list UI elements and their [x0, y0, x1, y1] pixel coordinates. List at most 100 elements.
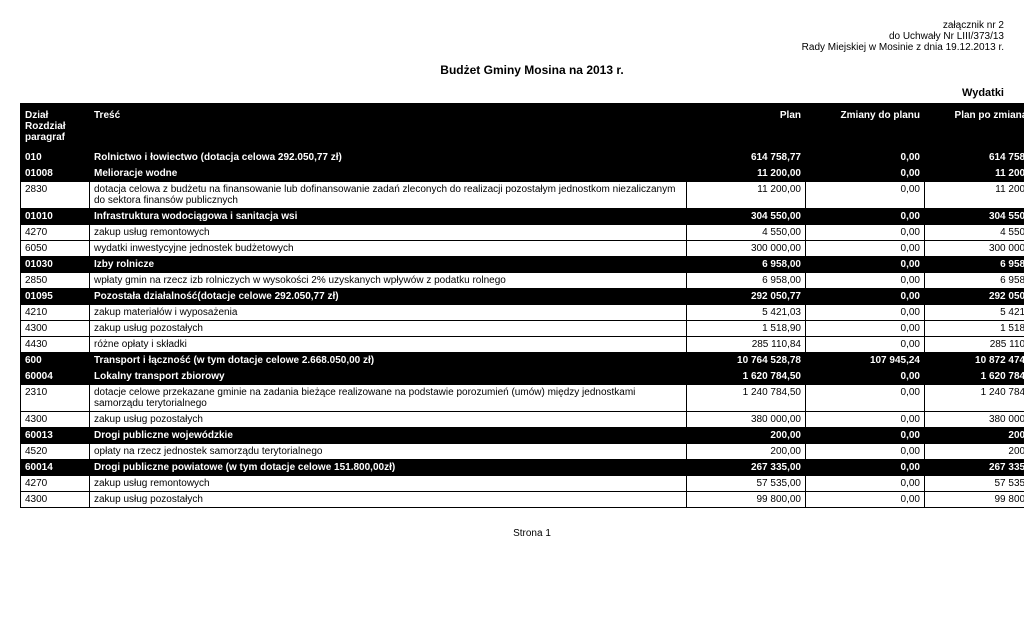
- cell-zmiany: 0,00: [806, 257, 925, 273]
- cell-po: 4 550,00: [925, 225, 1024, 241]
- cell-po: 200,00: [925, 428, 1024, 444]
- cell-desc: Melioracje wodne: [90, 166, 687, 182]
- table-row: 4210zakup materiałów i wyposażenia5 421,…: [21, 305, 1024, 321]
- cell-plan: 57 535,00: [687, 476, 806, 492]
- cell-desc: zakup usług pozostałych: [90, 412, 687, 428]
- page-subtitle: Wydatki: [20, 87, 1024, 99]
- cell-po: 200,00: [925, 444, 1024, 460]
- cell-code: 60014: [21, 460, 90, 476]
- table-row: 4270zakup usług remontowych57 535,000,00…: [21, 476, 1024, 492]
- cell-po: 304 550,00: [925, 209, 1024, 225]
- cell-plan: 200,00: [687, 444, 806, 460]
- cell-desc: Pozostała działalność(dotacje celowe 292…: [90, 289, 687, 305]
- cell-plan: 6 958,00: [687, 273, 806, 289]
- table-row: 2850wpłaty gmin na rzecz izb rolniczych …: [21, 273, 1024, 289]
- cell-code: 4430: [21, 337, 90, 353]
- cell-plan: 10 764 528,78: [687, 353, 806, 369]
- table-row: 60004Lokalny transport zbiorowy1 620 784…: [21, 369, 1024, 385]
- cell-code: 2830: [21, 182, 90, 209]
- cell-plan: 285 110,84: [687, 337, 806, 353]
- cell-zmiany: 0,00: [806, 209, 925, 225]
- cell-zmiany: 0,00: [806, 337, 925, 353]
- cell-code: 6050: [21, 241, 90, 257]
- cell-code: 2850: [21, 273, 90, 289]
- cell-po: 6 958,00: [925, 257, 1024, 273]
- cell-po: 285 110,84: [925, 337, 1024, 353]
- cell-plan: 99 800,00: [687, 492, 806, 508]
- cell-code: 4270: [21, 476, 90, 492]
- cell-po: 11 200,00: [925, 166, 1024, 182]
- cell-desc: dotacje celowe przekazane gminie na zada…: [90, 385, 687, 412]
- col-header-po: Plan po zmianach: [925, 104, 1024, 150]
- cell-desc: opłaty na rzecz jednostek samorządu tery…: [90, 444, 687, 460]
- cell-code: 01008: [21, 166, 90, 182]
- cell-desc: Drogi publiczne wojewódzkie: [90, 428, 687, 444]
- cell-zmiany: 0,00: [806, 492, 925, 508]
- cell-desc: zakup usług pozostałych: [90, 321, 687, 337]
- cell-zmiany: 0,00: [806, 150, 925, 166]
- cell-code: 010: [21, 150, 90, 166]
- cell-po: 57 535,00: [925, 476, 1024, 492]
- cell-zmiany: 0,00: [806, 289, 925, 305]
- cell-code: 4300: [21, 321, 90, 337]
- table-row: 010Rolnictwo i łowiectwo (dotacja celowa…: [21, 150, 1024, 166]
- cell-desc: dotacja celowa z budżetu na finansowanie…: [90, 182, 687, 209]
- table-row: 4270zakup usług remontowych4 550,000,004…: [21, 225, 1024, 241]
- cell-zmiany: 0,00: [806, 476, 925, 492]
- cell-desc: wpłaty gmin na rzecz izb rolniczych w wy…: [90, 273, 687, 289]
- cell-plan: 1 518,90: [687, 321, 806, 337]
- cell-desc: Lokalny transport zbiorowy: [90, 369, 687, 385]
- cell-code: 600: [21, 353, 90, 369]
- table-row: 4300zakup usług pozostałych99 800,000,00…: [21, 492, 1024, 508]
- table-row: 600Transport i łączność (w tym dotacje c…: [21, 353, 1024, 369]
- cell-desc: różne opłaty i składki: [90, 337, 687, 353]
- header-line2: do Uchwały Nr LIII/373/13: [20, 31, 1004, 42]
- cell-plan: 614 758,77: [687, 150, 806, 166]
- cell-po: 1 620 784,50: [925, 369, 1024, 385]
- cell-desc: Drogi publiczne powiatowe (w tym dotacje…: [90, 460, 687, 476]
- table-row: 4520opłaty na rzecz jednostek samorządu …: [21, 444, 1024, 460]
- cell-plan: 300 000,00: [687, 241, 806, 257]
- table-row: 4430różne opłaty i składki285 110,840,00…: [21, 337, 1024, 353]
- cell-desc: Izby rolnicze: [90, 257, 687, 273]
- cell-zmiany: 0,00: [806, 444, 925, 460]
- cell-po: 614 758,77: [925, 150, 1024, 166]
- cell-plan: 380 000,00: [687, 412, 806, 428]
- cell-code: 2310: [21, 385, 90, 412]
- cell-desc: zakup usług remontowych: [90, 476, 687, 492]
- cell-code: 01010: [21, 209, 90, 225]
- cell-plan: 267 335,00: [687, 460, 806, 476]
- cell-zmiany: 0,00: [806, 460, 925, 476]
- cell-po: 6 958,00: [925, 273, 1024, 289]
- cell-zmiany: 0,00: [806, 273, 925, 289]
- cell-code: 4270: [21, 225, 90, 241]
- cell-plan: 5 421,03: [687, 305, 806, 321]
- page-title: Budżet Gminy Mosina na 2013 r.: [20, 63, 1024, 77]
- cell-zmiany: 0,00: [806, 321, 925, 337]
- cell-code: 4300: [21, 412, 90, 428]
- table-row: 4300zakup usług pozostałych1 518,900,001…: [21, 321, 1024, 337]
- table-row: 60014Drogi publiczne powiatowe (w tym do…: [21, 460, 1024, 476]
- table-row: 2310dotacje celowe przekazane gminie na …: [21, 385, 1024, 412]
- table-row: 4300zakup usług pozostałych380 000,000,0…: [21, 412, 1024, 428]
- cell-code: 01030: [21, 257, 90, 273]
- cell-plan: 6 958,00: [687, 257, 806, 273]
- table-row: 01010Infrastruktura wodociągowa i sanita…: [21, 209, 1024, 225]
- table-row: 60013Drogi publiczne wojewódzkie200,000,…: [21, 428, 1024, 444]
- cell-plan: 1 240 784,50: [687, 385, 806, 412]
- cell-desc: zakup usług pozostałych: [90, 492, 687, 508]
- cell-code: 01095: [21, 289, 90, 305]
- cell-po: 1 240 784,50: [925, 385, 1024, 412]
- table-row: 01095Pozostała działalność(dotacje celow…: [21, 289, 1024, 305]
- page-footer: Strona 1: [20, 528, 1024, 539]
- cell-code: 4300: [21, 492, 90, 508]
- cell-desc: Transport i łączność (w tym dotacje celo…: [90, 353, 687, 369]
- cell-zmiany: 0,00: [806, 428, 925, 444]
- cell-desc: Rolnictwo i łowiectwo (dotacja celowa 29…: [90, 150, 687, 166]
- table-row: 6050wydatki inwestycyjne jednostek budże…: [21, 241, 1024, 257]
- cell-desc: wydatki inwestycyjne jednostek budżetowy…: [90, 241, 687, 257]
- cell-plan: 11 200,00: [687, 182, 806, 209]
- cell-po: 5 421,03: [925, 305, 1024, 321]
- table-row: 01030Izby rolnicze6 958,000,006 958,00: [21, 257, 1024, 273]
- cell-zmiany: 107 945,24: [806, 353, 925, 369]
